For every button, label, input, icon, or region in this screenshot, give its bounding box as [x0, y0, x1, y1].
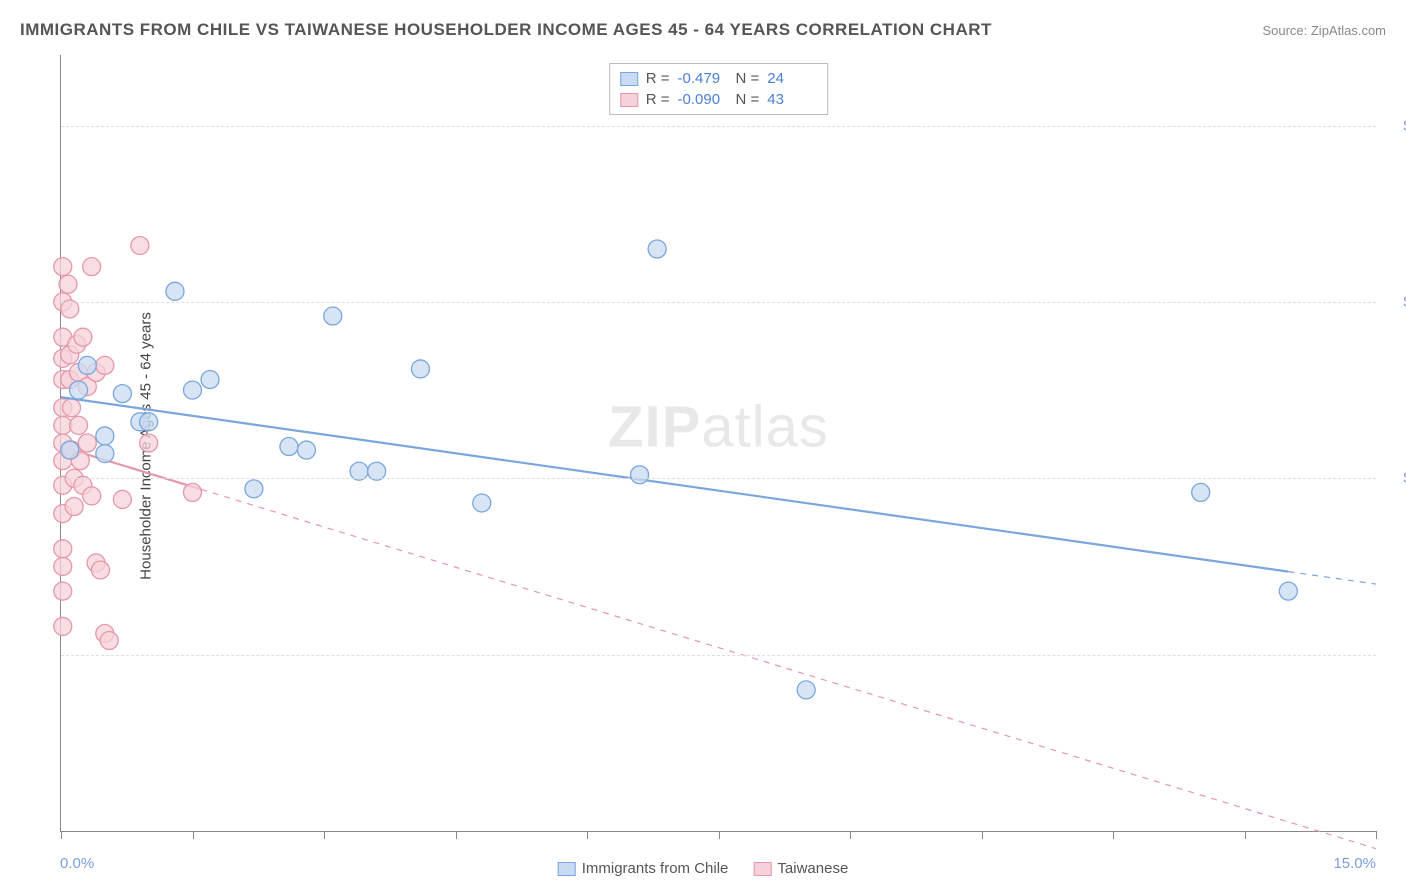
legend-item: Immigrants from Chile — [558, 860, 729, 877]
data-point — [184, 483, 202, 501]
data-point — [140, 434, 158, 452]
data-point — [184, 381, 202, 399]
title-bar: IMMIGRANTS FROM CHILE VS TAIWANESE HOUSE… — [20, 20, 1386, 40]
data-point — [648, 240, 666, 258]
y-tick-label: $200,000 — [1386, 117, 1406, 134]
data-point — [324, 307, 342, 325]
data-point — [245, 480, 263, 498]
legend-item: Taiwanese — [753, 860, 848, 877]
data-point — [131, 236, 149, 254]
data-point — [59, 275, 77, 293]
source-label: Source: ZipAtlas.com — [1262, 23, 1386, 38]
data-point — [83, 258, 101, 276]
x-tick — [1245, 831, 1246, 839]
gridline — [61, 302, 1376, 303]
data-point — [54, 258, 72, 276]
data-point — [113, 490, 131, 508]
data-point — [96, 356, 114, 374]
legend-label: Immigrants from Chile — [582, 860, 729, 877]
data-point — [797, 681, 815, 699]
scatter-svg — [61, 55, 1376, 831]
data-point — [473, 494, 491, 512]
data-point — [201, 371, 219, 389]
x-tick — [1376, 831, 1377, 839]
data-point — [100, 632, 118, 650]
legend-swatch — [753, 862, 771, 876]
x-tick — [982, 831, 983, 839]
gridline — [61, 655, 1376, 656]
x-tick — [719, 831, 720, 839]
data-point — [70, 381, 88, 399]
legend-label: Taiwanese — [777, 860, 848, 877]
data-point — [70, 416, 88, 434]
data-point — [113, 385, 131, 403]
data-point — [297, 441, 315, 459]
bottom-legend: Immigrants from Chile Taiwanese — [558, 860, 849, 877]
data-point — [96, 427, 114, 445]
data-point — [54, 617, 72, 635]
y-tick-label: $150,000 — [1386, 293, 1406, 310]
y-tick-label: $50,000 — [1386, 646, 1406, 663]
x-tick — [587, 831, 588, 839]
data-point — [140, 413, 158, 431]
data-point — [1192, 483, 1210, 501]
y-tick-label: $100,000 — [1386, 470, 1406, 487]
plot-area: ZIPatlas R =-0.479N =24R =-0.090N =43 $5… — [60, 55, 1376, 832]
x-tick — [193, 831, 194, 839]
x-tick — [456, 831, 457, 839]
x-axis-max-label: 15.0% — [1333, 855, 1376, 872]
data-point — [78, 434, 96, 452]
data-point — [1279, 582, 1297, 600]
x-tick — [324, 831, 325, 839]
legend-swatch — [558, 862, 576, 876]
regression-line-dashed — [1288, 572, 1376, 584]
x-axis-min-label: 0.0% — [60, 855, 94, 872]
data-point — [96, 445, 114, 463]
regression-line-solid — [61, 397, 1288, 571]
data-point — [411, 360, 429, 378]
chart-title: IMMIGRANTS FROM CHILE VS TAIWANESE HOUSE… — [20, 20, 992, 40]
regression-line-dashed — [201, 489, 1376, 848]
data-point — [63, 399, 81, 417]
data-point — [65, 497, 83, 515]
x-tick — [61, 831, 62, 839]
data-point — [280, 438, 298, 456]
data-point — [54, 557, 72, 575]
data-point — [74, 328, 92, 346]
data-point — [54, 582, 72, 600]
data-point — [83, 487, 101, 505]
gridline — [61, 126, 1376, 127]
data-point — [166, 282, 184, 300]
gridline — [61, 478, 1376, 479]
x-tick — [850, 831, 851, 839]
data-point — [54, 540, 72, 558]
data-point — [91, 561, 109, 579]
data-point — [631, 466, 649, 484]
x-tick — [1113, 831, 1114, 839]
data-point — [78, 356, 96, 374]
data-point — [61, 441, 79, 459]
